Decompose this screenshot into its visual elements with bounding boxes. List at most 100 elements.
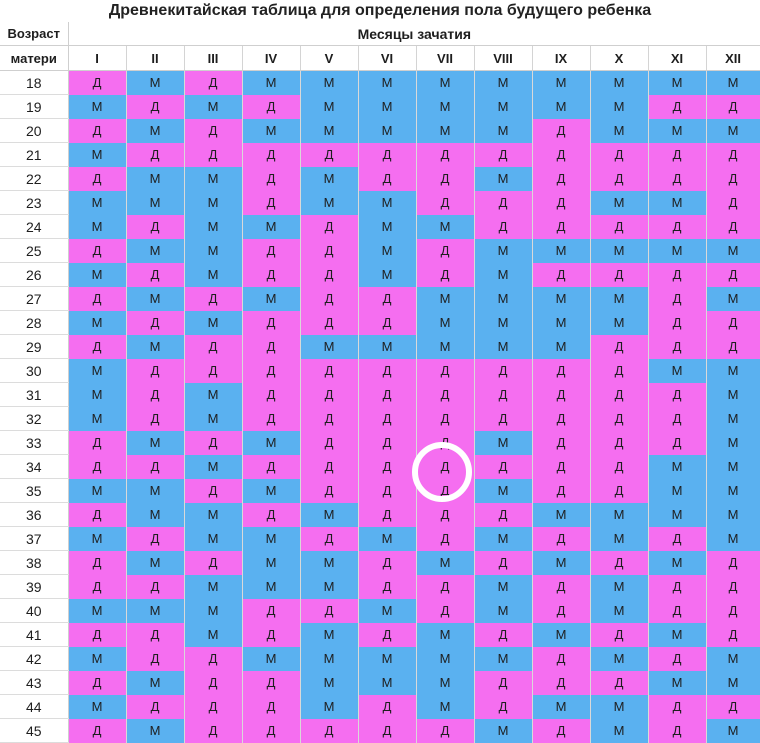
gender-cell: Д xyxy=(300,262,359,287)
gender-cell: М xyxy=(184,382,243,407)
mother-age-cell: 43 xyxy=(0,670,69,695)
table-row: 31 М Д М Д Д Д Д Д Д Д Д М xyxy=(0,382,760,407)
gender-cell: Д xyxy=(648,718,707,743)
gender-cell: М xyxy=(590,502,649,527)
gender-cell: Д xyxy=(300,430,359,455)
page-title: Древнекитайская таблица для определения … xyxy=(108,2,652,19)
gender-cell: М xyxy=(706,526,760,551)
gender-cell: М xyxy=(184,310,243,335)
gender-cell: Д xyxy=(474,382,533,407)
gender-cell: М xyxy=(416,118,475,143)
gender-cell: Д xyxy=(300,454,359,479)
gender-cell: М xyxy=(706,502,760,527)
gender-cell: Д xyxy=(532,718,591,743)
month-header: X xyxy=(590,45,649,71)
gender-cell: Д xyxy=(474,622,533,647)
gender-cell: Д xyxy=(126,94,185,119)
gender-cell: М xyxy=(416,214,475,239)
mother-age-cell: 32 xyxy=(0,406,69,431)
gender-cell: М xyxy=(300,550,359,575)
gender-cell: Д xyxy=(706,166,760,191)
gender-cell: М xyxy=(590,94,649,119)
gender-cell: Д xyxy=(242,238,301,263)
gender-cell: Д xyxy=(184,286,243,311)
month-header: I xyxy=(68,45,127,71)
gender-cell: М xyxy=(68,190,127,215)
month-header: VIII xyxy=(474,45,533,71)
gender-cell: М xyxy=(648,118,707,143)
mother-age-cell: 27 xyxy=(0,286,69,311)
gender-cell: Д xyxy=(416,238,475,263)
gender-cell: Д xyxy=(532,430,591,455)
gender-cell: Д xyxy=(590,622,649,647)
gender-cell: М xyxy=(242,118,301,143)
mother-age-cell: 20 xyxy=(0,118,69,143)
gender-cell: Д xyxy=(416,166,475,191)
gender-cell: Д xyxy=(532,166,591,191)
gender-cell: М xyxy=(300,166,359,191)
gender-cell: М xyxy=(68,142,127,167)
gender-cell: М xyxy=(358,526,417,551)
table-row: 37 М Д М М Д М Д М Д М Д М xyxy=(0,526,760,551)
gender-cell: Д xyxy=(590,334,649,359)
month-header: VI xyxy=(358,45,417,71)
table-row: 43 Д М Д Д М М М Д Д Д М М xyxy=(0,670,760,695)
gender-cell: Д xyxy=(68,238,127,263)
gender-cell: М xyxy=(706,430,760,455)
gender-cell: М xyxy=(358,598,417,623)
mother-age-cell: 33 xyxy=(0,430,69,455)
gender-cell: М xyxy=(300,646,359,671)
gender-cell: Д xyxy=(648,142,707,167)
month-header: III xyxy=(184,45,243,71)
table-row: 20 Д М Д М М М М М Д М М М xyxy=(0,118,760,143)
gender-cell: Д xyxy=(358,406,417,431)
gender-cell: М xyxy=(242,286,301,311)
table-row: 29 Д М Д Д М М М М М Д Д Д xyxy=(0,334,760,359)
gender-cell: М xyxy=(416,622,475,647)
gender-cell: М xyxy=(184,94,243,119)
gender-cell: М xyxy=(648,502,707,527)
table-row: 21 М Д Д Д Д Д Д Д Д Д Д Д xyxy=(0,142,760,167)
mother-age-cell: 31 xyxy=(0,382,69,407)
gender-cell: Д xyxy=(590,430,649,455)
gender-cell: Д xyxy=(706,622,760,647)
gender-cell: М xyxy=(184,526,243,551)
gender-cell: Д xyxy=(590,262,649,287)
gender-cell: Д xyxy=(242,694,301,719)
gender-cell: М xyxy=(68,214,127,239)
gender-cell: М xyxy=(474,238,533,263)
gender-cell: Д xyxy=(184,70,243,95)
gender-cell: М xyxy=(68,406,127,431)
gender-cell: М xyxy=(590,190,649,215)
gender-cell: М xyxy=(590,286,649,311)
table-row: 32 М Д М Д Д Д Д Д Д Д Д М xyxy=(0,406,760,431)
gender-cell: М xyxy=(474,478,533,503)
gender-cell: М xyxy=(474,526,533,551)
gender-cell: Д xyxy=(416,526,475,551)
month-header: II xyxy=(126,45,185,71)
gender-cell: Д xyxy=(474,214,533,239)
gender-cell: Д xyxy=(706,142,760,167)
gender-cell: М xyxy=(590,118,649,143)
table-row: 25 Д М М Д Д М Д М М М М М xyxy=(0,238,760,263)
gender-cell: М xyxy=(184,574,243,599)
gender-cell: Д xyxy=(184,358,243,383)
table-row: 42 М Д Д М М М М М Д М Д М xyxy=(0,646,760,671)
table-row: 26 М Д М Д Д М Д М Д Д Д Д xyxy=(0,262,760,287)
gender-cell: М xyxy=(648,238,707,263)
gender-cell: М xyxy=(126,718,185,743)
gender-cell: Д xyxy=(126,358,185,383)
gender-cell: Д xyxy=(68,118,127,143)
gender-cell: Д xyxy=(474,190,533,215)
gender-cell: М xyxy=(416,694,475,719)
gender-cell: Д xyxy=(300,526,359,551)
gender-cell: М xyxy=(126,430,185,455)
mother-age-cell: 34 xyxy=(0,454,69,479)
gender-cell: Д xyxy=(532,454,591,479)
gender-cell: Д xyxy=(532,670,591,695)
gender-cell: М xyxy=(126,166,185,191)
gender-cell: М xyxy=(300,334,359,359)
gender-cell: Д xyxy=(416,430,475,455)
gender-cell: Д xyxy=(242,406,301,431)
gender-cell: Д xyxy=(532,478,591,503)
